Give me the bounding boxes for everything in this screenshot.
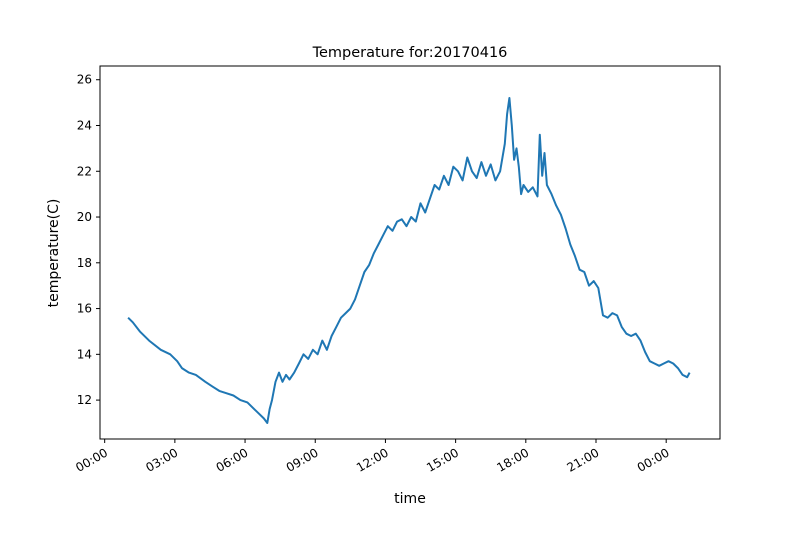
y-axis-ticks: 12 14 16 18 20 22 24 26 <box>77 73 100 407</box>
x-tick-label: 21:00 <box>565 445 602 474</box>
y-tick-label: 12 <box>77 393 92 407</box>
temperature-line-0 <box>127 97 691 424</box>
x-tick-label: 09:00 <box>284 445 321 474</box>
plot-frame <box>99 65 721 440</box>
y-axis-label: temperature(C) <box>46 199 62 308</box>
x-axis-label: time <box>394 491 426 507</box>
x-tick-label: 18:00 <box>494 445 531 474</box>
y-tick-label: 24 <box>77 118 92 132</box>
y-tick-label: 20 <box>77 210 92 224</box>
plot-area <box>100 66 720 439</box>
x-tick-label: 06:00 <box>214 445 251 474</box>
y-tick-label: 26 <box>77 73 92 87</box>
y-tick-label: 18 <box>77 256 92 270</box>
x-tick-label: 12:00 <box>354 445 391 474</box>
x-tick-label: 03:00 <box>143 445 180 474</box>
chart-title: Temperature for:20170416 <box>312 45 508 61</box>
x-tick-label: 00:00 <box>73 445 110 474</box>
x-tick-label: 00:00 <box>635 445 672 474</box>
series-layer <box>127 97 691 424</box>
y-tick-label: 16 <box>77 302 92 316</box>
y-tick-label: 14 <box>77 347 92 361</box>
y-tick-label: 22 <box>77 164 92 178</box>
x-axis-ticks: 00:00 03:00 06:00 09:00 12:00 15:00 18:00 21:00… <box>73 439 672 475</box>
x-tick-label: 15:00 <box>424 445 461 474</box>
